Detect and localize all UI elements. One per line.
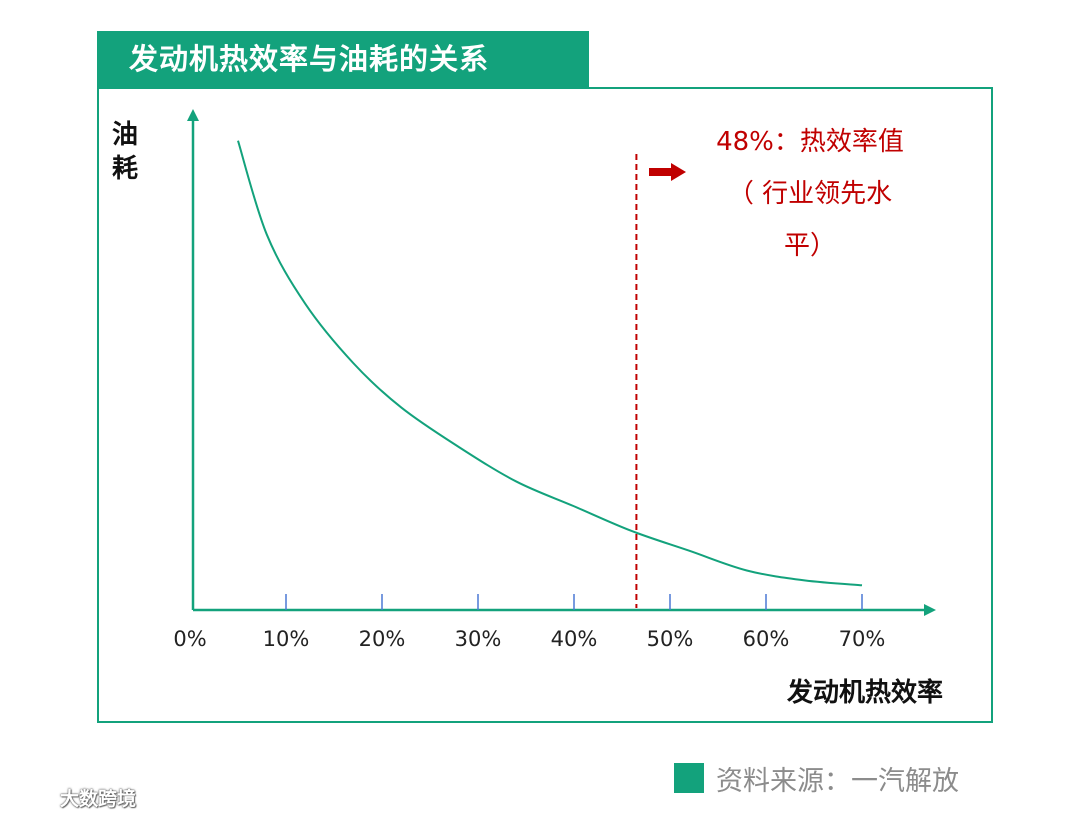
efficiency-annotation: 48%：热效率值 （ 行业领先水 平） <box>690 116 930 272</box>
source-legend-square <box>674 763 704 793</box>
x-tick-label: 20% <box>359 627 406 651</box>
source-text: 资料来源：一汽解放 <box>716 765 959 797</box>
x-tick-label: 50% <box>647 627 694 651</box>
x-tick-label: 0% <box>173 627 206 651</box>
y-axis-label: 油耗 <box>112 120 139 184</box>
right-arrow-icon <box>649 163 686 181</box>
chart-title: 发动机热效率与油耗的关系 <box>97 31 589 88</box>
watermark-text: 大数跨境 <box>60 788 137 810</box>
watermark-logo-icon <box>12 788 54 807</box>
source-note: 资料来源：一汽解放 <box>674 760 959 797</box>
x-tick-label: 30% <box>455 627 502 651</box>
x-axis-label: 发动机热效率 <box>787 678 944 708</box>
watermark: 大数跨境 <box>12 784 136 811</box>
x-tick-label: 10% <box>263 627 310 651</box>
x-tick-labels: 0% 10% 20% 30% 40% 50% 60% 70% <box>173 627 885 651</box>
x-tick-label: 40% <box>551 627 598 651</box>
chart-frame <box>97 87 993 723</box>
annotation-line-1: 48%：热效率值 <box>716 127 904 157</box>
x-ticks <box>285 594 863 610</box>
fuel-consumption-curve <box>237 140 863 587</box>
x-tick-label: 70% <box>839 627 886 651</box>
x-tick-label: 60% <box>743 627 790 651</box>
annotation-line-2: （ 行业领先水 <box>727 179 893 209</box>
annotation-line-3: 平） <box>783 231 836 261</box>
